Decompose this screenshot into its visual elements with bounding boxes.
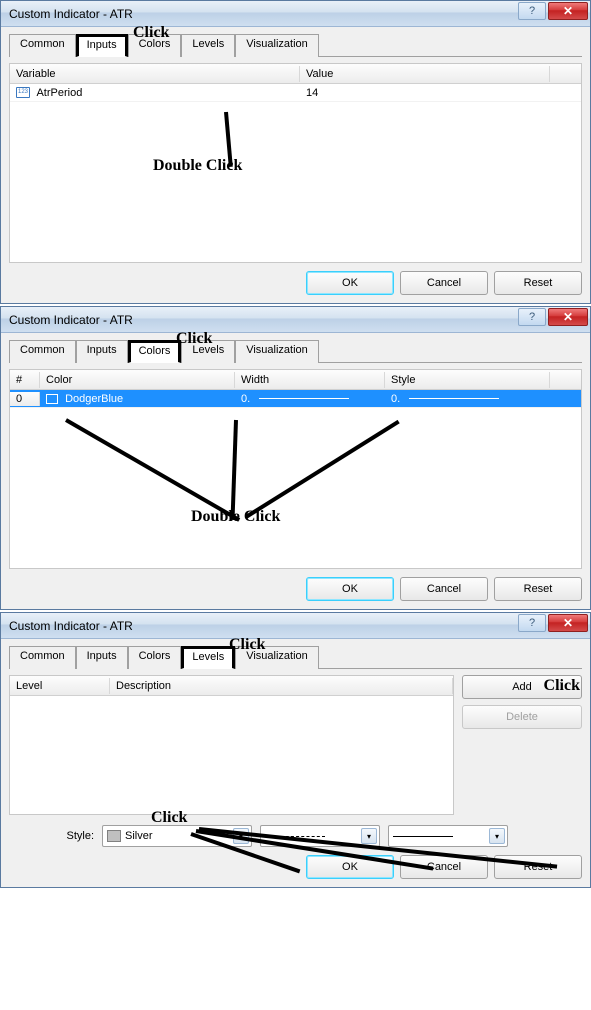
tab-levels[interactable]: Levels bbox=[181, 340, 235, 363]
color-swatch-icon bbox=[46, 394, 58, 404]
colors-grid: # Color Width Style 0 DodgerBlue 0. 0. bbox=[9, 369, 582, 569]
int-icon: 123 bbox=[16, 87, 30, 98]
tab-common[interactable]: Common bbox=[9, 646, 76, 669]
style-label: Style: bbox=[9, 830, 94, 842]
style-line-dropdown[interactable]: ▾ bbox=[260, 825, 380, 847]
dialog-title: Custom Indicator - ATR bbox=[9, 7, 133, 21]
table-row[interactable]: 0 DodgerBlue 0. 0. bbox=[10, 390, 581, 408]
dialog-title: Custom Indicator - ATR bbox=[9, 619, 133, 633]
col-variable[interactable]: Variable bbox=[10, 66, 300, 82]
inputs-grid: Variable Value 123 AtrPeriod 14 bbox=[9, 63, 582, 263]
col-style[interactable]: Style bbox=[385, 372, 550, 388]
help-button[interactable]: ? bbox=[518, 2, 546, 20]
dialog-inputs: Custom Indicator - ATR ? ✕ Click Common … bbox=[0, 0, 591, 304]
close-button[interactable]: ✕ bbox=[548, 308, 588, 326]
button-row: OK Cancel Reset bbox=[9, 577, 582, 601]
tab-levels[interactable]: Levels bbox=[181, 646, 235, 669]
cell-color: DodgerBlue bbox=[65, 393, 123, 405]
tab-inputs[interactable]: Inputs bbox=[76, 340, 128, 363]
grid-header: # Color Width Style bbox=[10, 370, 581, 390]
titlebar[interactable]: Custom Indicator - ATR ? ✕ bbox=[1, 613, 590, 639]
dialog-colors: Custom Indicator - ATR ? ✕ Click Common … bbox=[0, 306, 591, 610]
chevron-down-icon: ▾ bbox=[233, 828, 249, 844]
style-row: Style: Silver ▾ ▾ ▾ bbox=[9, 825, 582, 847]
table-row[interactable]: 123 AtrPeriod 14 bbox=[10, 84, 581, 102]
style-width-dropdown[interactable]: ▾ bbox=[388, 825, 508, 847]
cell-value[interactable]: 14 bbox=[300, 86, 550, 100]
cell-variable: AtrPeriod bbox=[36, 87, 82, 99]
add-button[interactable]: Add bbox=[462, 675, 582, 699]
ok-button[interactable]: OK bbox=[306, 855, 394, 879]
reset-button[interactable]: Reset bbox=[494, 855, 582, 879]
delete-button: Delete bbox=[462, 705, 582, 729]
tab-common[interactable]: Common bbox=[9, 340, 76, 363]
tabs: Common Inputs Colors Levels Visualizatio… bbox=[9, 339, 582, 363]
help-button[interactable]: ? bbox=[518, 308, 546, 326]
silver-swatch-icon bbox=[107, 830, 121, 842]
tab-colors[interactable]: Colors bbox=[128, 340, 182, 363]
col-hash[interactable]: # bbox=[10, 372, 40, 388]
cell-width: 0. bbox=[241, 393, 250, 405]
reset-button[interactable]: Reset bbox=[494, 271, 582, 295]
dialog-levels: Custom Indicator - ATR ? ✕ Click Common … bbox=[0, 612, 591, 888]
titlebar[interactable]: Custom Indicator - ATR ? ✕ bbox=[1, 307, 590, 333]
cancel-button[interactable]: Cancel bbox=[400, 855, 488, 879]
ok-button[interactable]: OK bbox=[306, 577, 394, 601]
button-row: OK Cancel Reset bbox=[9, 855, 582, 879]
close-button[interactable]: ✕ bbox=[548, 2, 588, 20]
cancel-button[interactable]: Cancel bbox=[400, 577, 488, 601]
cancel-button[interactable]: Cancel bbox=[400, 271, 488, 295]
grid-header: Variable Value bbox=[10, 64, 581, 84]
side-buttons: Add Delete bbox=[462, 675, 582, 815]
col-width[interactable]: Width bbox=[235, 372, 385, 388]
cell-style: 0. bbox=[391, 393, 400, 405]
style-color-value: Silver bbox=[125, 830, 153, 842]
col-level[interactable]: Level bbox=[10, 678, 110, 694]
titlebar[interactable]: Custom Indicator - ATR ? ✕ bbox=[1, 1, 590, 27]
tab-inputs[interactable]: Inputs bbox=[76, 34, 128, 57]
chevron-down-icon: ▾ bbox=[361, 828, 377, 844]
tab-common[interactable]: Common bbox=[9, 34, 76, 57]
chevron-down-icon: ▾ bbox=[489, 828, 505, 844]
style-color-dropdown[interactable]: Silver ▾ bbox=[102, 825, 252, 847]
tab-colors[interactable]: Colors bbox=[128, 34, 182, 57]
tab-colors[interactable]: Colors bbox=[128, 646, 182, 669]
grid-header: Level Description bbox=[10, 676, 453, 696]
col-value[interactable]: Value bbox=[300, 66, 550, 82]
col-color[interactable]: Color bbox=[40, 372, 235, 388]
levels-list[interactable]: Level Description bbox=[9, 675, 454, 815]
tab-inputs[interactable]: Inputs bbox=[76, 646, 128, 669]
solid-preview-icon bbox=[393, 836, 453, 837]
dash-preview-icon bbox=[265, 836, 325, 837]
cell-idx: 0 bbox=[10, 392, 40, 406]
close-button[interactable]: ✕ bbox=[548, 614, 588, 632]
tab-visualization[interactable]: Visualization bbox=[235, 34, 319, 57]
reset-button[interactable]: Reset bbox=[494, 577, 582, 601]
tab-visualization[interactable]: Visualization bbox=[235, 340, 319, 363]
style-preview-icon bbox=[409, 398, 499, 399]
tab-levels[interactable]: Levels bbox=[181, 34, 235, 57]
col-description[interactable]: Description bbox=[110, 678, 453, 694]
button-row: OK Cancel Reset bbox=[9, 271, 582, 295]
help-button[interactable]: ? bbox=[518, 614, 546, 632]
levels-layout: Level Description Add Delete bbox=[9, 675, 582, 815]
width-preview-icon bbox=[259, 398, 349, 399]
tab-visualization[interactable]: Visualization bbox=[235, 646, 319, 669]
dialog-title: Custom Indicator - ATR bbox=[9, 313, 133, 327]
tabs: Common Inputs Colors Levels Visualizatio… bbox=[9, 645, 582, 669]
ok-button[interactable]: OK bbox=[306, 271, 394, 295]
tabs: Common Inputs Colors Levels Visualizatio… bbox=[9, 33, 582, 57]
